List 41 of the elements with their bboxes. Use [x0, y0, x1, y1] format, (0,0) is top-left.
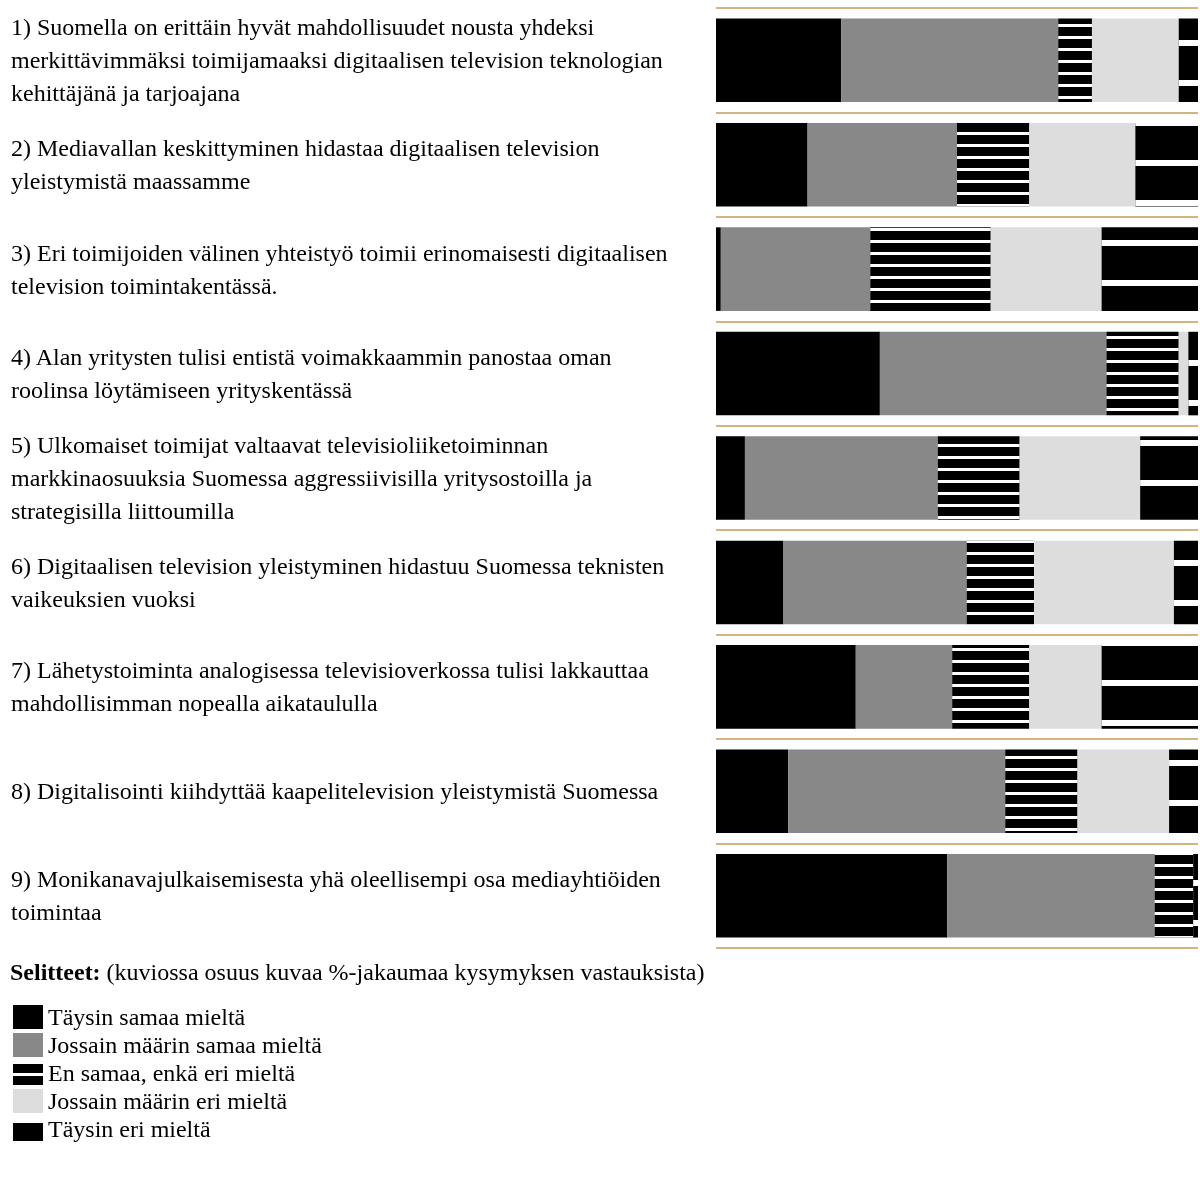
y-tick-label: 7) Lähetystoiminta analogisessa televisioverkossa tulisi lakkauttaa mahdollisimman nopealla aikataululla	[11, 657, 655, 717]
bar	[990, 227, 1102, 311]
y-tick-label: 1) Suomella on erittäin hyvät mahdollisuudet nousta yhdeksi merkittävimmäksi toimijamaaksi digitaalisen television teknologian kehittäjänä ja tarjoajana	[11, 14, 669, 107]
text: Selitteet: (kuviossa osuus kuvaa %-jakaumaa kysymyksen vastauksista)	[10, 959, 705, 985]
bar	[947, 854, 1155, 938]
bar	[716, 436, 745, 520]
y-tick-label: 3) Eri toimijoiden välinen yhteistyö toimii erinomaisesti digitaalisen television toimintakentässä.	[11, 239, 674, 299]
bar	[1019, 436, 1141, 520]
bar	[720, 227, 871, 311]
bar	[744, 436, 938, 520]
bar	[1034, 540, 1174, 625]
legend-label: En samaa, enkä eri mieltä	[48, 1060, 296, 1086]
legend-label: Jossain määrin samaa mieltä	[48, 1032, 323, 1058]
bar	[788, 749, 1006, 834]
bar	[1029, 122, 1136, 207]
bar	[716, 122, 808, 207]
bar	[716, 331, 880, 416]
bar	[716, 645, 856, 729]
bar	[879, 331, 1107, 416]
bar	[807, 122, 957, 207]
legend-label: Jossain määrin eri mieltä	[48, 1088, 288, 1114]
bar	[716, 227, 721, 311]
bar	[716, 749, 789, 834]
bar	[855, 645, 953, 729]
y-tick-label: 5) Ulkomaiset toimijat valtaavat televisioliiketoiminnan markkinaosuuksia Suomessa aggressiivisilla yritysostoilla ja strategisilla liittoumilla	[11, 432, 599, 524]
legend-label: Täysin eri mieltä	[48, 1116, 211, 1142]
bar	[783, 540, 967, 625]
bar	[1077, 749, 1170, 834]
bar	[716, 854, 948, 938]
y-tick-label: 4) Alan yritysten tulisi entistä voimakkaammin panostaa oman roolinsa löytämiseen yrityskentässä	[11, 344, 618, 404]
bar	[841, 18, 1059, 102]
bar	[1091, 18, 1179, 102]
y-tick-label: 8) Digitalisointi kiihdyttää kaapelitelevision yleistymistä Suomessa	[11, 778, 659, 805]
y-tick-label: 9) Monikanavajulkaisemisesta yhä oleellisempi osa mediayhtiöiden toimintaa	[11, 866, 667, 926]
y-tick-label: 6) Digitaalisen television yleistyminen hidastuu Suomessa teknisten vaikeuksien vuoksi	[11, 552, 671, 612]
bar	[1029, 645, 1102, 729]
y-tick-label: 2) Mediavallan keskittyminen hidastaa digitaalisen television yleistymistä maassamme	[11, 135, 606, 195]
legend-label: Täysin samaa mieltä	[48, 1004, 246, 1030]
bar	[716, 18, 842, 102]
bar	[716, 540, 784, 625]
bar	[1178, 331, 1189, 416]
